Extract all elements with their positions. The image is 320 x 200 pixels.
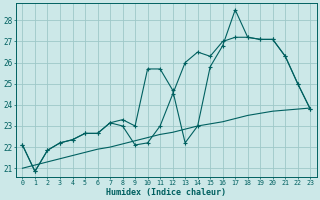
X-axis label: Humidex (Indice chaleur): Humidex (Indice chaleur) bbox=[106, 188, 226, 197]
